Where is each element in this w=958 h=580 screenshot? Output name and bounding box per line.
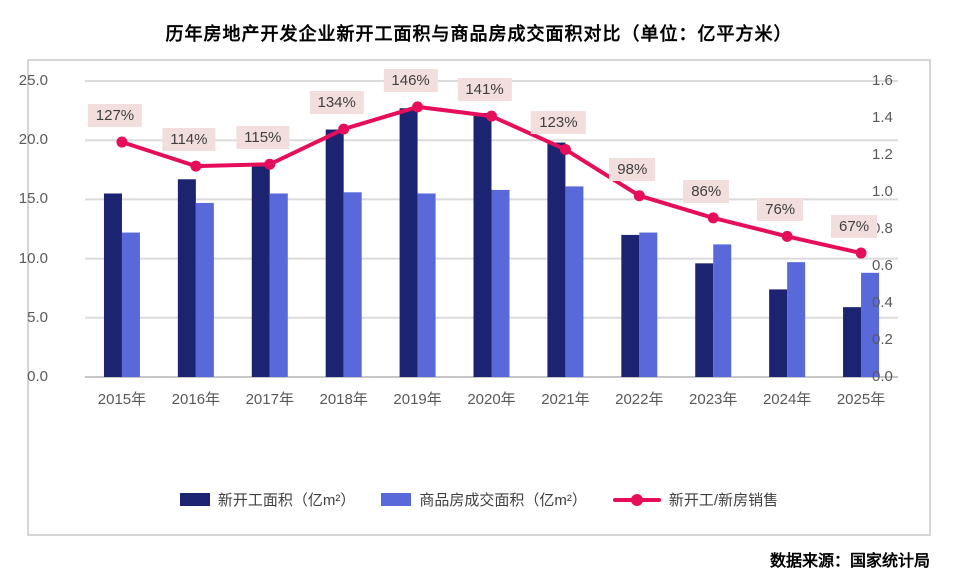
legend-swatch-sales-icon — [381, 493, 412, 506]
bar-sales — [861, 272, 880, 377]
legend-item: 新开工面积（亿m²） — [179, 489, 356, 510]
ratio-marker — [338, 123, 350, 135]
ratio-label: 127% — [87, 104, 143, 128]
x-axis-label: 2018年 — [319, 391, 368, 408]
bar-new-starts — [547, 142, 566, 377]
y-axis-tick-left: 0.0 — [27, 368, 48, 385]
bar-sales — [417, 193, 436, 377]
ratio-label: 141% — [457, 78, 512, 102]
bar-new-starts — [177, 179, 196, 377]
bar-sales — [787, 262, 806, 377]
ratio-marker — [486, 110, 497, 122]
bar-new-starts — [251, 166, 270, 377]
ratio-marker — [116, 136, 128, 148]
bar-sales — [491, 189, 510, 377]
bar-sales — [121, 232, 140, 377]
legend-item: 商品房成交面积（亿m²） — [381, 489, 587, 510]
y-axis-tick-right: 1.4 — [872, 109, 893, 126]
ratio-label: 134% — [309, 91, 364, 115]
bar-sales — [639, 232, 658, 377]
bar-new-starts — [399, 108, 418, 378]
ratio-marker — [781, 230, 793, 242]
x-axis-label: 2020年 — [467, 391, 516, 408]
bar-new-starts — [473, 112, 492, 377]
ratio-marker — [190, 160, 202, 172]
ratio-marker — [707, 212, 719, 224]
legend-label: 商品房成交面积（亿m²） — [419, 492, 587, 509]
legend-swatch-new-starts-icon — [179, 493, 210, 506]
x-axis-label: 2022年 — [615, 391, 664, 408]
y-axis-tick-right: 0.2 — [872, 331, 893, 348]
ratio-marker — [633, 190, 645, 202]
bar-new-starts — [621, 234, 640, 377]
y-axis-tick-left: 5.0 — [27, 308, 48, 326]
legend-line-dot-icon — [630, 493, 643, 506]
y-axis-tick-left: 15.0 — [18, 190, 48, 208]
ratio-label: 67% — [831, 215, 878, 239]
x-axis-label: 2024年 — [762, 391, 812, 408]
bar-new-starts — [843, 307, 862, 377]
bar-sales — [343, 192, 362, 377]
ratio-label: 76% — [757, 198, 804, 222]
x-axis-label: 2016年 — [171, 391, 221, 408]
x-axis-label: 2021年 — [541, 391, 590, 408]
y-axis-tick-right: 1.2 — [872, 146, 893, 163]
bar-sales — [565, 186, 584, 377]
x-axis-label: 2023年 — [689, 391, 738, 408]
ratio-label: 115% — [236, 126, 290, 150]
bar-sales — [195, 202, 214, 377]
ratio-marker — [412, 101, 424, 113]
legend-label: 新开工面积（亿m²） — [217, 492, 356, 509]
ratio-label: 123% — [531, 111, 586, 135]
x-axis-label: 2019年 — [393, 391, 442, 408]
y-axis-tick-left: 25.0 — [18, 72, 48, 89]
y-axis-tick-right: 0.0 — [872, 368, 893, 385]
y-axis-tick-right: 1.0 — [872, 183, 893, 200]
x-axis-label: 2017年 — [245, 391, 294, 408]
legend-label: 新开工/新房销售 — [668, 492, 779, 509]
legend-item: 新开工/新房销售 — [612, 489, 779, 510]
bar-new-starts — [695, 263, 714, 377]
ratio-label: 86% — [683, 179, 730, 203]
ratio-marker — [855, 247, 867, 259]
ratio-label: 98% — [609, 157, 656, 181]
ratio-marker — [559, 143, 571, 155]
x-axis-label: 2015年 — [97, 391, 147, 408]
chart-title: 历年房地产开发企业新开工面积与商品房成交面积对比（单位：亿平方米） — [165, 24, 793, 44]
ratio-label: 146% — [383, 68, 438, 92]
legend-line-marker-icon — [612, 493, 661, 507]
bar-new-starts — [103, 193, 122, 377]
bar-new-starts — [325, 129, 344, 377]
data-source: 数据来源：国家统计局 — [769, 553, 930, 570]
ratio-marker — [264, 158, 276, 170]
bar-sales — [269, 193, 288, 377]
y-axis-tick-right: 0.8 — [872, 220, 893, 237]
y-axis-tick-left: 20.0 — [18, 131, 48, 149]
y-axis-tick-left: 10.0 — [18, 249, 48, 267]
bar-sales — [713, 244, 732, 377]
ratio-label: 114% — [162, 128, 216, 152]
x-axis-label: 2025年 — [836, 391, 886, 408]
y-axis-tick-right: 0.4 — [872, 294, 893, 311]
y-axis-tick-right: 0.6 — [872, 257, 893, 274]
y-axis-tick-right: 1.6 — [872, 72, 893, 89]
bar-new-starts — [769, 289, 788, 377]
legend: 新开工面积（亿m²） 商品房成交面积（亿m²） 新开工/新房销售 — [27, 489, 931, 510]
